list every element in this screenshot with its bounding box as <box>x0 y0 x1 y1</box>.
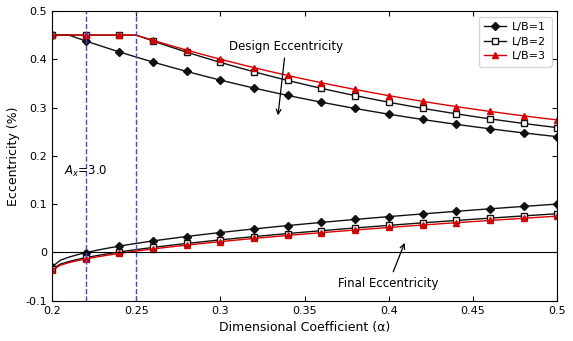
L/B=2 <box>554 125 561 130</box>
Line: L/B=2: L/B=2 <box>49 32 560 131</box>
L/B=2 <box>352 93 359 98</box>
L/B=2 <box>318 86 325 90</box>
L/B=1 <box>49 33 56 37</box>
L/B=2 <box>225 63 232 67</box>
Line: L/B=3: L/B=3 <box>49 32 560 123</box>
L/B=2 <box>150 39 156 43</box>
L/B=1 <box>150 60 156 64</box>
L/B=3 <box>318 81 325 85</box>
L/B=2 <box>486 117 493 121</box>
L/B=1 <box>486 127 493 131</box>
Text: Design Eccentricity: Design Eccentricity <box>229 40 343 114</box>
Line: L/B=1: L/B=1 <box>49 32 560 139</box>
L/B=3 <box>554 118 561 122</box>
L/B=3 <box>225 59 232 63</box>
L/B=1 <box>166 65 173 69</box>
L/B=2 <box>166 45 173 49</box>
L/B=3 <box>486 109 493 114</box>
L/B=1 <box>318 100 325 104</box>
Text: Final Eccentricity: Final Eccentricity <box>338 244 439 290</box>
L/B=3 <box>49 33 56 37</box>
L/B=3 <box>150 38 156 42</box>
L/B=1 <box>352 106 359 110</box>
Text: $A_x$=3.0: $A_x$=3.0 <box>64 164 107 179</box>
L/B=3 <box>166 43 173 47</box>
L/B=2 <box>49 33 56 37</box>
L/B=1 <box>225 80 232 84</box>
Legend: L/B=1, L/B=2, L/B=3: L/B=1, L/B=2, L/B=3 <box>478 16 552 66</box>
L/B=1 <box>554 135 561 139</box>
X-axis label: Dimensional Coefficient (α): Dimensional Coefficient (α) <box>219 321 390 334</box>
L/B=3 <box>352 87 359 91</box>
Y-axis label: Eccentricity (%): Eccentricity (%) <box>7 106 20 206</box>
